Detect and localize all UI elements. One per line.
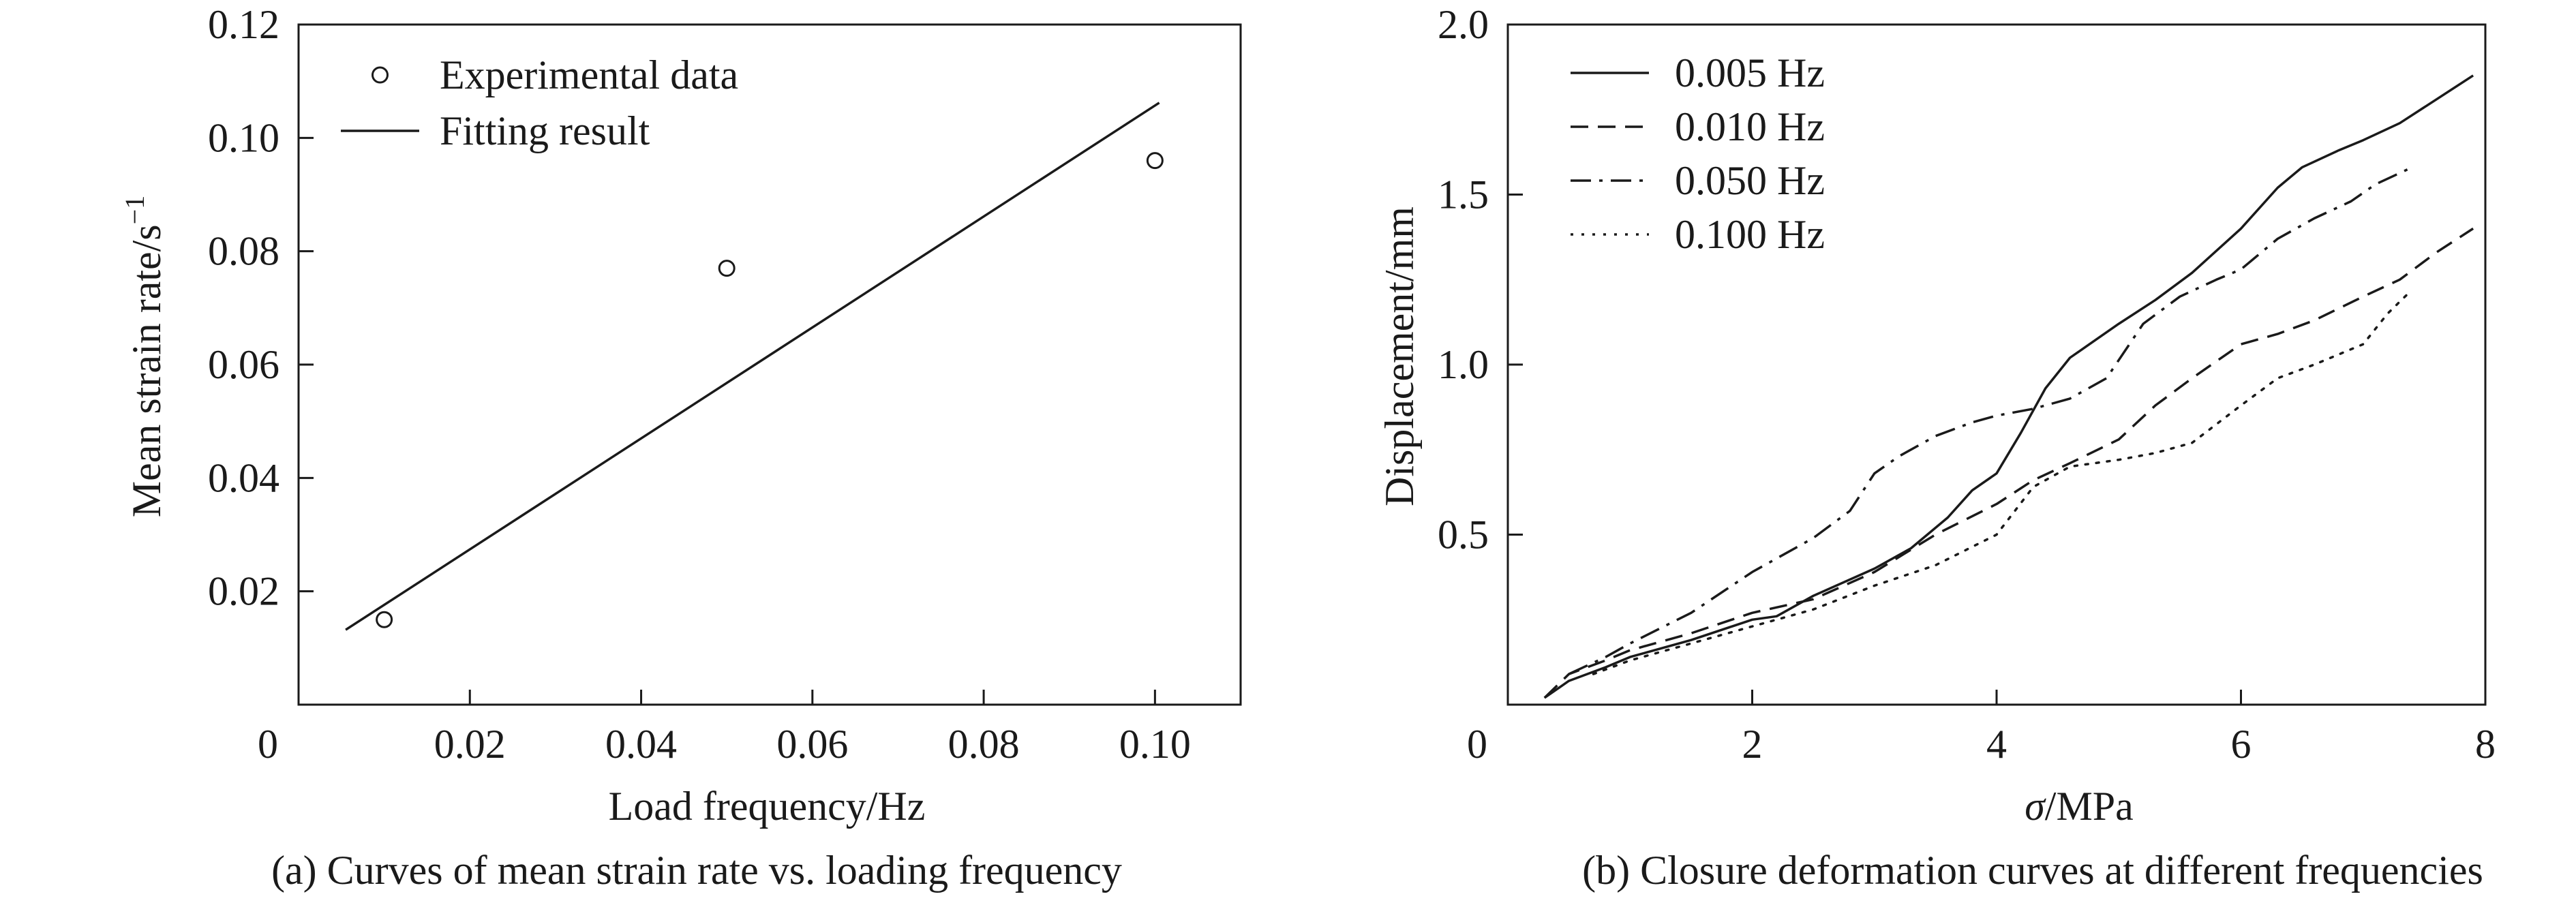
panel-a-chart: 0 0.02 0.04 0.06 0.08 0.10 0.020.040.060.080.… xyxy=(119,2,1242,893)
panel-b-y-tick-label: 1.5 xyxy=(1438,172,1489,217)
panel-b-series-line-0-100-hz xyxy=(1592,288,2414,675)
panel-a-x-tick-label: 0 xyxy=(258,722,278,767)
panel-a-point-experimental-data xyxy=(718,260,736,277)
panel-a-legend-label-fitting-result: Fitting result xyxy=(440,108,650,153)
panel-a-caption: (a) Curves of mean strain rate vs. loadi… xyxy=(271,848,1122,893)
panel-b-y-tick-label: 0.5 xyxy=(1438,512,1489,557)
panel-a-y-tick-label: 0.10 xyxy=(208,115,279,160)
panel-b-series-line-0-010-hz xyxy=(1543,227,2474,699)
panel-a-y-tick-labels: 0.02 0.04 0.06 0.08 0.10 0.12 xyxy=(208,2,279,614)
panel-b-x-axis-label: σ/MPa xyxy=(2025,784,2134,829)
panel-a-y-tick-label: 0.02 xyxy=(208,569,279,614)
panel-a-x-axis-label: Load frequency/Hz xyxy=(609,784,926,829)
panel-a-y-tick-label: 0.08 xyxy=(208,229,279,274)
panel-a-y-tick-label: 0.12 xyxy=(208,2,279,47)
panel-a-legend: Experimental data Fitting result xyxy=(341,52,738,153)
panel-b-legend-label-0-010-hz: 0.010 Hz xyxy=(1675,104,1825,149)
panel-a-point-experimental-data xyxy=(1146,152,1164,170)
panel-b-x-tick-label: 2 xyxy=(1742,722,1763,767)
panel-a-x-tick-label: 0.06 xyxy=(776,722,848,767)
panel-a-y-axis-label-main: Mean strain rate/s xyxy=(124,224,169,517)
panel-a-data-marks xyxy=(345,102,1164,631)
panel-a-legend-label-experimental-data: Experimental data xyxy=(440,52,738,97)
panel-b-x-axis-label-symbol: σ xyxy=(2025,784,2046,829)
panel-b-legend-label-0-100-hz: 0.100 Hz xyxy=(1675,212,1825,257)
panel-a-x-tick-label: 0.08 xyxy=(948,722,1020,767)
panel-b-caption: (b) Closure deformation curves at differ… xyxy=(1582,848,2483,893)
panel-a-y-tick-label: 0.04 xyxy=(208,455,279,500)
panel-a-tick-marks xyxy=(299,136,1156,705)
panel-b-tick-marks xyxy=(1508,194,2487,705)
panel-b-y-tick-label: 2.0 xyxy=(1438,2,1489,47)
panel-b-y-tick-labels: 0.5 1.0 1.5 2.0 xyxy=(1438,2,1489,557)
panel-b-x-tick-label: 0 xyxy=(1467,722,1487,767)
panel-b-x-tick-label: 4 xyxy=(1986,722,2007,767)
panel-a-series-line-fitting-result xyxy=(345,102,1160,631)
panel-a-x-tick-label: 0.02 xyxy=(434,722,506,767)
panel-b-legend-label-0-005-hz: 0.005 Hz xyxy=(1675,50,1825,95)
panel-b-data-marks xyxy=(1543,74,2474,699)
panel-a-point-experimental-data xyxy=(376,611,393,628)
panel-a-x-tick-labels: 0 0.02 0.04 0.06 0.08 0.10 xyxy=(258,722,1191,767)
panel-b-x-tick-labels: 0 2 4 6 8 xyxy=(1467,722,2496,767)
panel-a-legend-marker-experimental-data xyxy=(372,66,389,84)
panel-a-x-tick-label: 0.04 xyxy=(605,722,677,767)
panel-b-series-line-0-005-hz xyxy=(1543,74,2474,699)
panel-b-x-axis-label-unit: /MPa xyxy=(2045,784,2134,829)
panel-a-y-axis-label: Mean strain rate/s−1 xyxy=(119,196,169,517)
panel-b-series-line-0-050-hz xyxy=(1568,166,2413,675)
panel-b-chart: 0 2 4 6 8 0.5 1.0 1.5 2.0 0.005 Hz 0.010 Hz 0.050… xyxy=(1377,2,2496,893)
panel-b-x-tick-label: 8 xyxy=(2475,722,2496,767)
panel-b-y-axis-label: Displacement/mm xyxy=(1377,206,1422,506)
panel-a-y-tick-label: 0.06 xyxy=(208,342,279,387)
panel-b-legend: 0.005 Hz 0.010 Hz 0.050 Hz 0.100 Hz xyxy=(1571,50,1825,257)
panel-a-y-axis-label-unit-exponent: −1 xyxy=(119,196,150,225)
panel-b-legend-label-0-050-hz: 0.050 Hz xyxy=(1675,158,1825,203)
panel-a-x-tick-label: 0.10 xyxy=(1119,722,1191,767)
panel-b-y-tick-label: 1.0 xyxy=(1438,342,1489,387)
panel-b-x-tick-label: 6 xyxy=(2231,722,2252,767)
